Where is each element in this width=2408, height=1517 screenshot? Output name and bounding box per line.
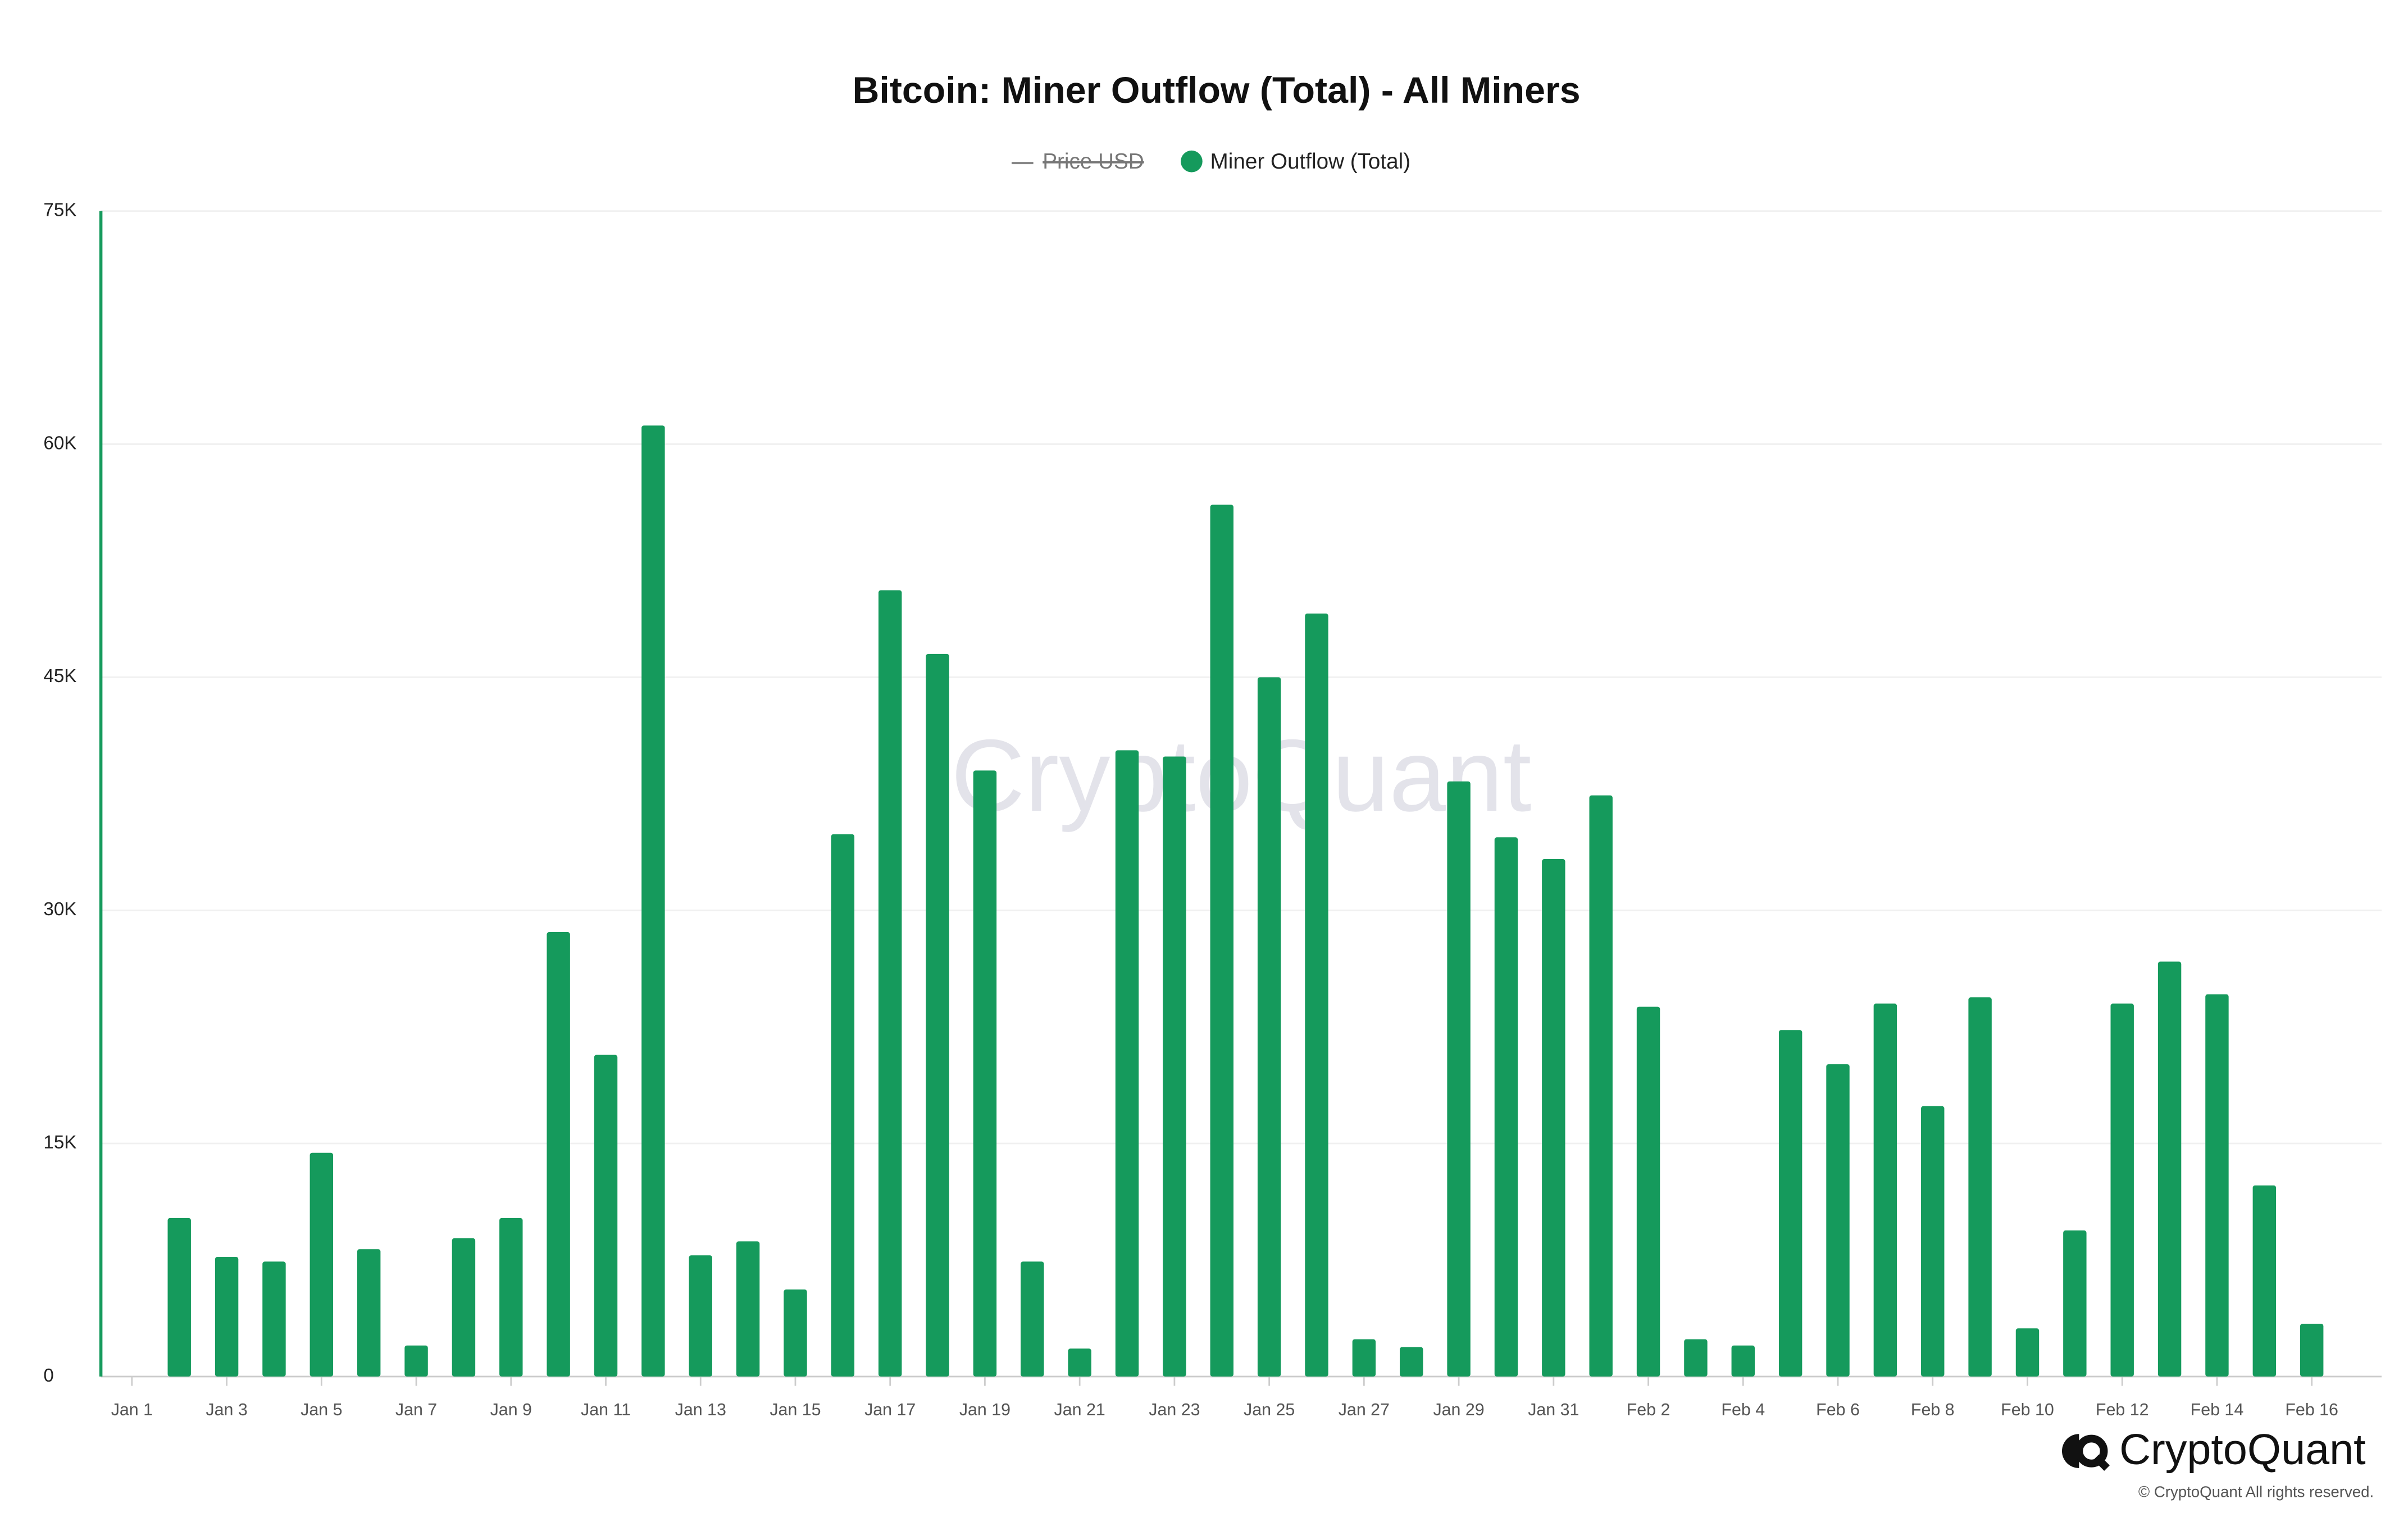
bar <box>689 1255 712 1377</box>
bar <box>878 590 902 1377</box>
bar <box>547 932 570 1377</box>
bar <box>309 1152 334 1377</box>
bar <box>357 1249 381 1377</box>
bar <box>1873 1003 1897 1377</box>
bar <box>262 1261 286 1377</box>
x-tick-label: Feb 4 <box>1721 1400 1765 1419</box>
y-tick-label: 15K <box>43 1132 76 1153</box>
bar <box>2110 1003 2134 1377</box>
bar <box>1257 677 1281 1377</box>
x-tick-label: Feb 8 <box>1911 1400 1955 1419</box>
x-tick-label: Jan 3 <box>206 1400 247 1419</box>
bar <box>2300 1323 2324 1377</box>
bar <box>1731 1345 1755 1377</box>
bar <box>641 425 665 1377</box>
x-tick-label: Jan 15 <box>770 1400 821 1419</box>
bar <box>1921 1106 1945 1377</box>
bar <box>1115 750 1139 1377</box>
y-tick-label: 30K <box>43 899 76 920</box>
bar <box>1068 1348 1091 1377</box>
bar <box>1352 1339 1376 1377</box>
x-tick-label: Jan 11 <box>581 1400 631 1419</box>
y-tick-label: 45K <box>43 666 76 687</box>
y-tick-label: 75K <box>43 199 76 220</box>
bar <box>736 1241 760 1377</box>
bar <box>2015 1328 2040 1377</box>
legend-symbol <box>1181 150 1203 172</box>
x-tick-label: Jan 13 <box>675 1400 726 1419</box>
bar <box>1163 756 1186 1377</box>
x-tick-label: Jan 21 <box>1054 1400 1105 1419</box>
logo <box>2061 1434 2110 1471</box>
x-tick-label: Jan 5 <box>301 1400 342 1419</box>
bar <box>167 1218 191 1377</box>
bar <box>1684 1339 1708 1377</box>
bar <box>1968 997 1992 1377</box>
watermark: CryptoQuant <box>951 718 1532 833</box>
x-tick-label: Jan 17 <box>864 1400 916 1419</box>
bar <box>1447 781 1471 1377</box>
bar <box>2063 1230 2087 1377</box>
bar <box>1826 1064 1850 1377</box>
bar <box>215 1257 239 1377</box>
legend-label: Price USD <box>1043 149 1144 174</box>
x-tick-label: Jan 9 <box>490 1400 532 1419</box>
legend-label: Miner Outflow (Total) <box>1210 149 1411 174</box>
bar <box>1636 1006 1660 1377</box>
x-tick-label: Jan 1 <box>111 1400 153 1419</box>
x-tick-label: Jan 7 <box>395 1400 437 1419</box>
x-tick-label: Jan 29 <box>1433 1400 1484 1419</box>
bar <box>2252 1185 2277 1377</box>
x-tick-label: Feb 2 <box>1627 1400 1670 1419</box>
x-tick-label: Feb 12 <box>2096 1400 2149 1419</box>
bar <box>594 1055 618 1377</box>
chart-title: Bitcoin: Miner Outflow (Total) - All Min… <box>853 70 1581 111</box>
bar <box>1778 1030 1802 1377</box>
bar <box>2157 961 2182 1377</box>
bar <box>1021 1261 1044 1377</box>
bar <box>1542 859 1565 1377</box>
bar <box>1589 795 1613 1377</box>
copyright: © CryptoQuant All rights reserved. <box>2138 1483 2374 1500</box>
bar <box>1400 1347 1423 1377</box>
bar <box>1305 614 1328 1377</box>
x-tick-label: Feb 14 <box>2191 1400 2244 1419</box>
brand: CryptoQuant <box>2119 1425 2365 1474</box>
bar <box>973 770 997 1377</box>
x-tick-label: Feb 6 <box>1816 1400 1860 1419</box>
bar <box>1210 505 1233 1377</box>
x-tick-label: Feb 10 <box>2001 1400 2054 1419</box>
y-tick-label: 60K <box>43 433 76 453</box>
x-tick-label: Feb 16 <box>2285 1400 2338 1419</box>
bar <box>499 1218 523 1377</box>
bar <box>784 1289 807 1377</box>
x-tick-label: Jan 27 <box>1339 1400 1390 1419</box>
bar <box>926 653 949 1377</box>
x-tick-label: Jan 19 <box>959 1400 1010 1419</box>
x-tick-label: Jan 31 <box>1528 1400 1579 1419</box>
x-tick-label: Jan 23 <box>1149 1400 1200 1419</box>
y-tick-label: 0 <box>43 1365 53 1386</box>
bar <box>404 1345 428 1377</box>
x-tick-label: Jan 25 <box>1244 1400 1295 1419</box>
bar <box>2205 994 2229 1377</box>
bar <box>452 1238 476 1377</box>
bar <box>1494 837 1518 1377</box>
bar <box>831 834 855 1377</box>
